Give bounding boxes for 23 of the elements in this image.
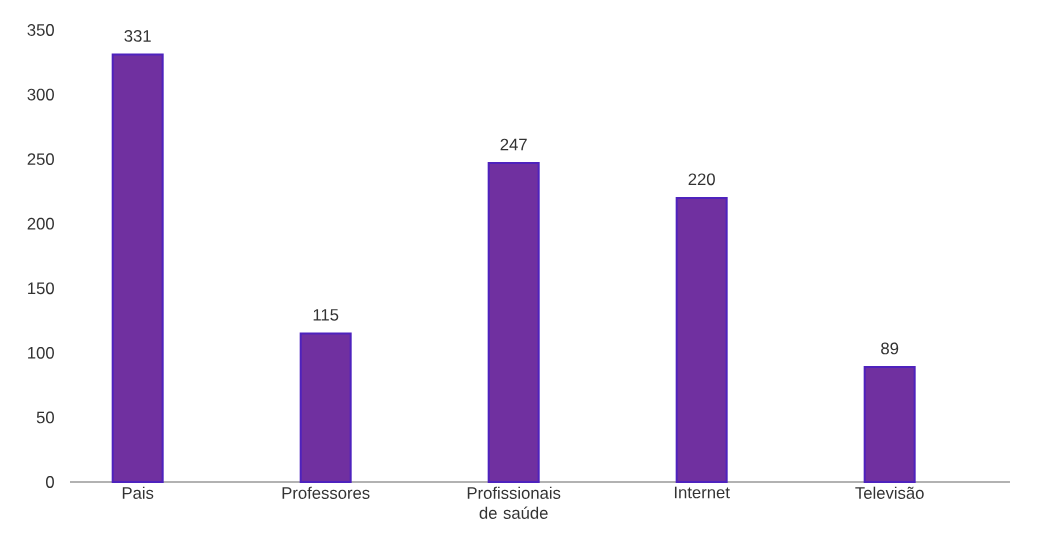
data-label: 220 (688, 173, 715, 186)
bar (111, 53, 164, 483)
x-tick-label: Profissionais de saúde (467, 486, 561, 519)
bar (863, 366, 916, 483)
x-tick-label: Televisão (855, 486, 924, 499)
bar (487, 162, 540, 483)
y-tick-label: 100 (28, 346, 54, 359)
y-tick-label: 0 (46, 476, 54, 488)
data-label: 115 (313, 309, 339, 321)
y-tick-label: 300 (27, 88, 54, 101)
bar (675, 196, 728, 483)
y-tick-label: 50 (36, 411, 54, 424)
y-tick-label: 250 (27, 153, 54, 166)
data-label: 89 (881, 342, 899, 355)
data-label: 247 (500, 138, 527, 151)
x-tick-label: Internet (674, 486, 730, 499)
y-tick-label: 150 (28, 282, 54, 295)
y-tick-label: 350 (27, 24, 54, 36)
y-tick-label: 200 (27, 217, 54, 230)
data-label: 331 (124, 30, 151, 42)
x-tick-label: Professores (282, 486, 370, 499)
x-tick-label: Pais (122, 486, 154, 499)
bar (299, 332, 352, 483)
